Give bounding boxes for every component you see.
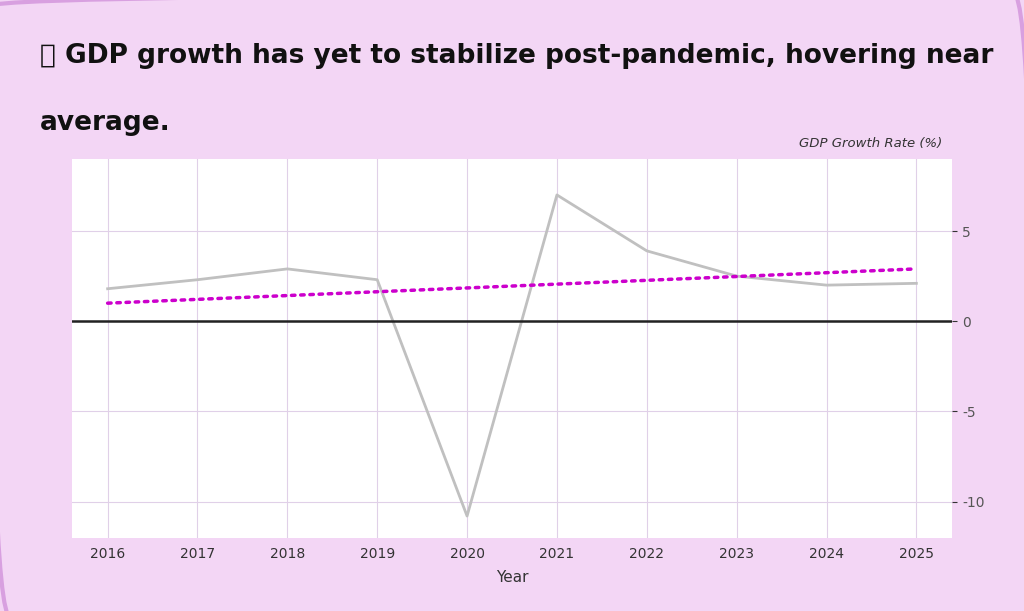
X-axis label: Year: Year — [496, 569, 528, 585]
Text: average.: average. — [40, 110, 171, 136]
Text: GDP Growth Rate (%): GDP Growth Rate (%) — [799, 137, 942, 150]
Text: 🎯 GDP growth has yet to stabilize post-pandemic, hovering near: 🎯 GDP growth has yet to stabilize post-p… — [40, 43, 993, 69]
